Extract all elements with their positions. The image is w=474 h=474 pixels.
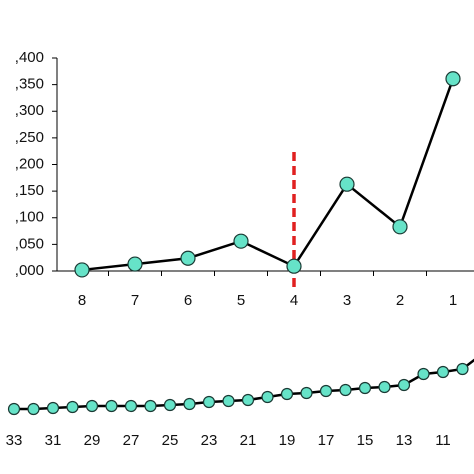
- y-tick-label: ,100: [15, 209, 44, 226]
- marker: [319, 384, 333, 398]
- marker: [124, 399, 138, 413]
- y-tick-label: ,200: [15, 155, 44, 172]
- marker: [183, 397, 196, 411]
- x-tick-label: 2: [396, 292, 404, 309]
- marker: [339, 383, 352, 397]
- y-tick-label: ,350: [15, 76, 44, 93]
- y-tick-label: ,000: [15, 262, 44, 279]
- x-tick-label: 6: [184, 292, 192, 309]
- x-tick-label: 3: [343, 292, 351, 309]
- marker: [436, 365, 450, 379]
- x-tick-label: 4: [290, 292, 298, 309]
- marker: [46, 401, 60, 415]
- x-tick-label: 5: [237, 292, 245, 309]
- y-tick-label: ,400: [15, 49, 44, 66]
- marker: [27, 402, 40, 416]
- marker: [286, 258, 302, 274]
- marker: [85, 399, 99, 413]
- marker: [417, 367, 430, 381]
- marker: [7, 402, 21, 416]
- marker: [74, 262, 90, 278]
- marker: [280, 387, 294, 401]
- x-tick-label: 21: [240, 432, 257, 449]
- x-tick-label: 8: [78, 292, 86, 309]
- marker: [233, 233, 249, 249]
- marker: [378, 380, 391, 394]
- marker: [127, 256, 143, 272]
- y-tick-label: ,300: [15, 102, 44, 119]
- x-tick-label: 13: [396, 432, 413, 449]
- marker: [105, 399, 118, 413]
- marker: [66, 400, 79, 414]
- x-tick-label: 15: [357, 432, 374, 449]
- x-tick-label: 11: [435, 432, 451, 449]
- marker: [358, 381, 372, 395]
- y-tick-label: ,050: [15, 235, 44, 252]
- series-line: [81, 78, 455, 272]
- marker: [222, 394, 235, 408]
- marker: [180, 250, 196, 266]
- marker: [339, 176, 355, 192]
- x-tick-label: 27: [123, 432, 140, 449]
- marker: [300, 386, 313, 400]
- marker: [392, 219, 408, 235]
- x-tick-label: 23: [201, 432, 218, 449]
- marker: [144, 399, 157, 413]
- x-tick-label: 1: [449, 292, 457, 309]
- x-tick-label: 19: [279, 432, 296, 449]
- x-tick-label: 17: [318, 432, 335, 449]
- marker: [397, 378, 411, 392]
- marker: [456, 362, 469, 376]
- marker: [202, 395, 216, 409]
- marker: [163, 398, 177, 412]
- marker: [445, 71, 461, 87]
- y-tick-label: ,150: [15, 182, 44, 199]
- x-tick-label: 33: [6, 432, 23, 449]
- y-tick-label: ,250: [15, 129, 44, 146]
- x-tick-label: 31: [45, 432, 62, 449]
- marker: [261, 390, 274, 404]
- x-tick-label: 7: [131, 292, 139, 309]
- x-tick-label: 25: [162, 432, 179, 449]
- x-tick-label: 29: [84, 432, 101, 449]
- marker: [241, 393, 255, 407]
